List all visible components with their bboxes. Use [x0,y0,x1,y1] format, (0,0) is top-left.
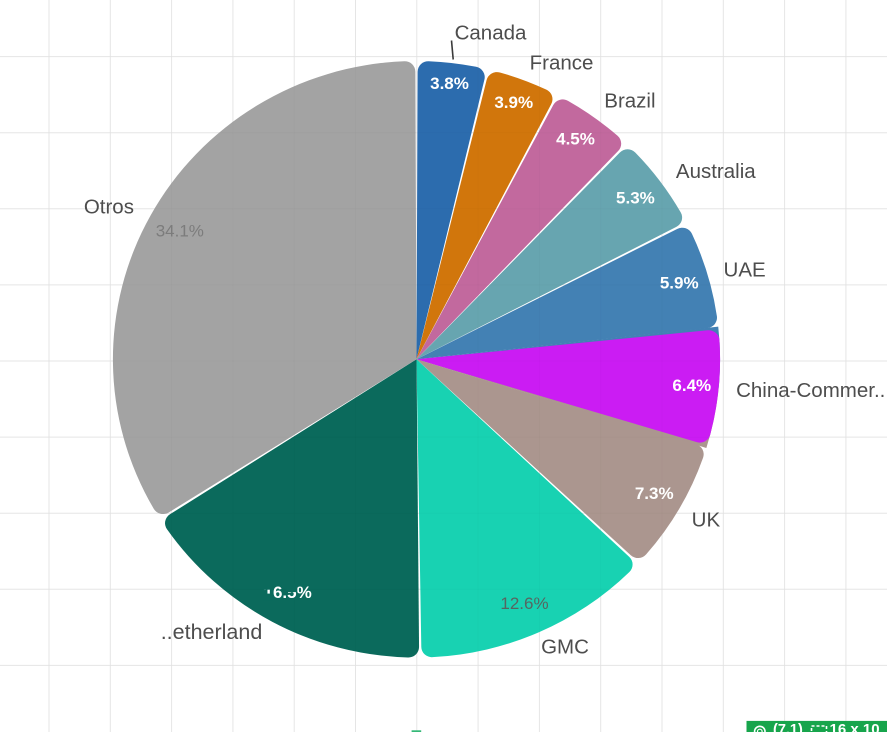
svg-text:Canada: Canada [455,22,527,45]
svg-text:5.9%: 5.9% [660,273,699,292]
svg-text:Brazil: Brazil [604,90,655,113]
svg-text:16 x 10: 16 x 10 [830,721,880,732]
svg-text:(7.1): (7.1) [773,722,803,732]
svg-text:Otros: Otros [84,196,134,219]
svg-text:12.6%: 12.6% [500,594,548,613]
svg-text:4.5%: 4.5% [556,129,595,148]
svg-text:6.4%: 6.4% [672,376,711,395]
svg-text:France: France [530,52,594,75]
svg-text:UAE: UAE [724,258,766,281]
svg-text:China-Commer...: China-Commer... [736,379,887,402]
svg-text:Australia: Australia [676,160,756,183]
svg-text:..etherland: ..etherland [161,620,263,644]
svg-text:7.3%: 7.3% [635,484,674,503]
svg-text:3.9%: 3.9% [494,93,533,112]
svg-text:16.5%: 16.5% [263,583,311,602]
svg-text:GMC: GMC [541,636,589,659]
svg-text:34.1%: 34.1% [156,222,204,241]
svg-text:UK: UK [692,508,721,531]
svg-text:5.3%: 5.3% [616,189,655,208]
svg-text:3.8%: 3.8% [430,74,469,93]
